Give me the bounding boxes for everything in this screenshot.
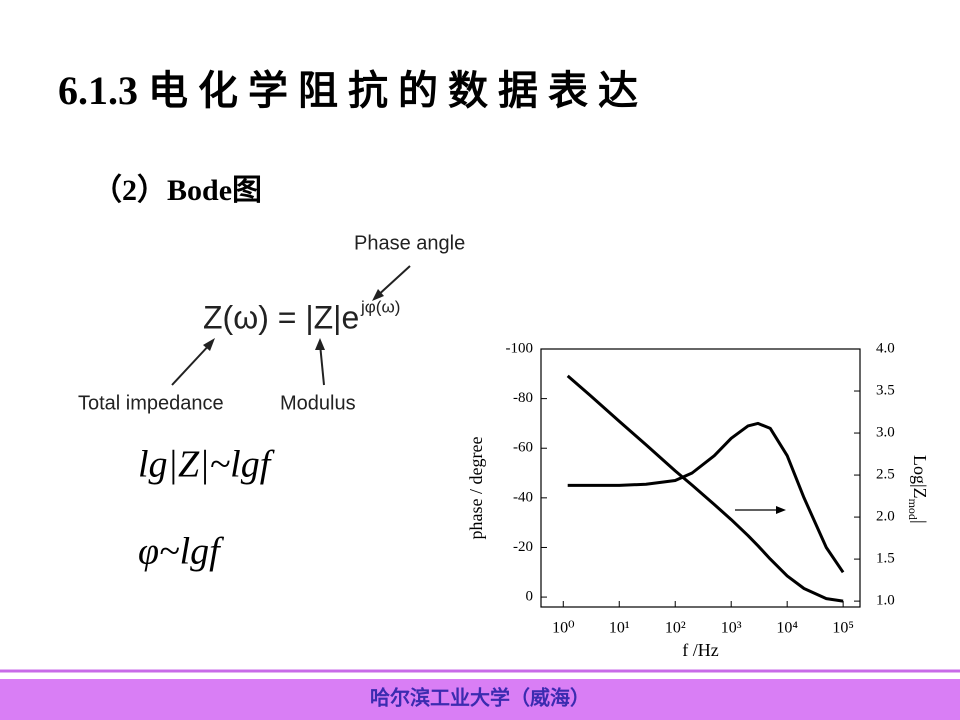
relation: φ~lgf (138, 531, 224, 573)
y2-axis-label: Log|Zmod| (906, 455, 930, 524)
y2-tick-label: 1.5 (876, 551, 895, 567)
y2-tick-label: 1.0 (876, 593, 895, 609)
x-tick-label: 10¹ (609, 620, 630, 637)
data-line (567, 421, 845, 574)
x-axis-label: f /Hz (682, 640, 718, 660)
y-tick-label: -100 (506, 340, 534, 356)
y-tick-label: -60 (513, 440, 533, 456)
data-line (566, 374, 844, 603)
y2-tick-label: 3.0 (876, 424, 895, 440)
modulus-label: Modulus (280, 392, 356, 414)
y2-tick-label: 2.0 (876, 509, 895, 525)
footer-band (0, 679, 960, 720)
x-tick-label: 10² (665, 620, 686, 637)
arrow-head (372, 289, 384, 301)
x-tick-label: 10⁴ (776, 620, 798, 637)
phase-angle-label: Phase angle (354, 232, 465, 254)
y-axis-label: phase / degree (466, 437, 486, 540)
y-tick-label: -80 (513, 390, 533, 406)
y2-tick-label: 2.5 (876, 466, 895, 482)
arrow (319, 343, 325, 386)
y2-axis-label-part: | (910, 520, 930, 524)
subtitle: （2）Bode图 (92, 173, 262, 207)
y-tick-label: -40 (513, 489, 533, 505)
slide-title: 6.1.3 电 化 学 阻 抗 的 数 据 表 达 (58, 68, 638, 113)
y2-tick-label: 3.5 (876, 382, 895, 398)
plot-frame (540, 348, 861, 608)
y2-tick-label: 4.0 (876, 340, 895, 356)
formula: Z(ω) = |Z|e (203, 299, 359, 335)
arrow-head (315, 338, 325, 350)
y2-axis-label-part: Log|Z (910, 455, 930, 499)
x-tick-label: 10³ (721, 620, 742, 637)
arrow-head (203, 338, 215, 351)
y-tick-label: 0 (526, 589, 534, 605)
footer-text: 哈尔滨工业大学（威海） (370, 685, 590, 709)
arrow (171, 341, 213, 386)
total-impedance-label: Total impedance (78, 392, 224, 414)
pointer-arrow-head (776, 506, 786, 514)
relation: lg|Z|~lgf (138, 444, 275, 486)
bode-chart: -100 -80 -60 -40 -20 0 4.0 3.5 3.0 2.5 2.0 1.5 1.0 10… (466, 340, 930, 660)
y-tick-label: -20 (513, 539, 533, 555)
x-tick-label: 10⁰ (552, 620, 574, 637)
y2-axis-label-part: mod (906, 499, 920, 520)
formula-sup: jφ(ω) (360, 297, 400, 316)
x-tick-label: 10⁵ (832, 620, 854, 637)
